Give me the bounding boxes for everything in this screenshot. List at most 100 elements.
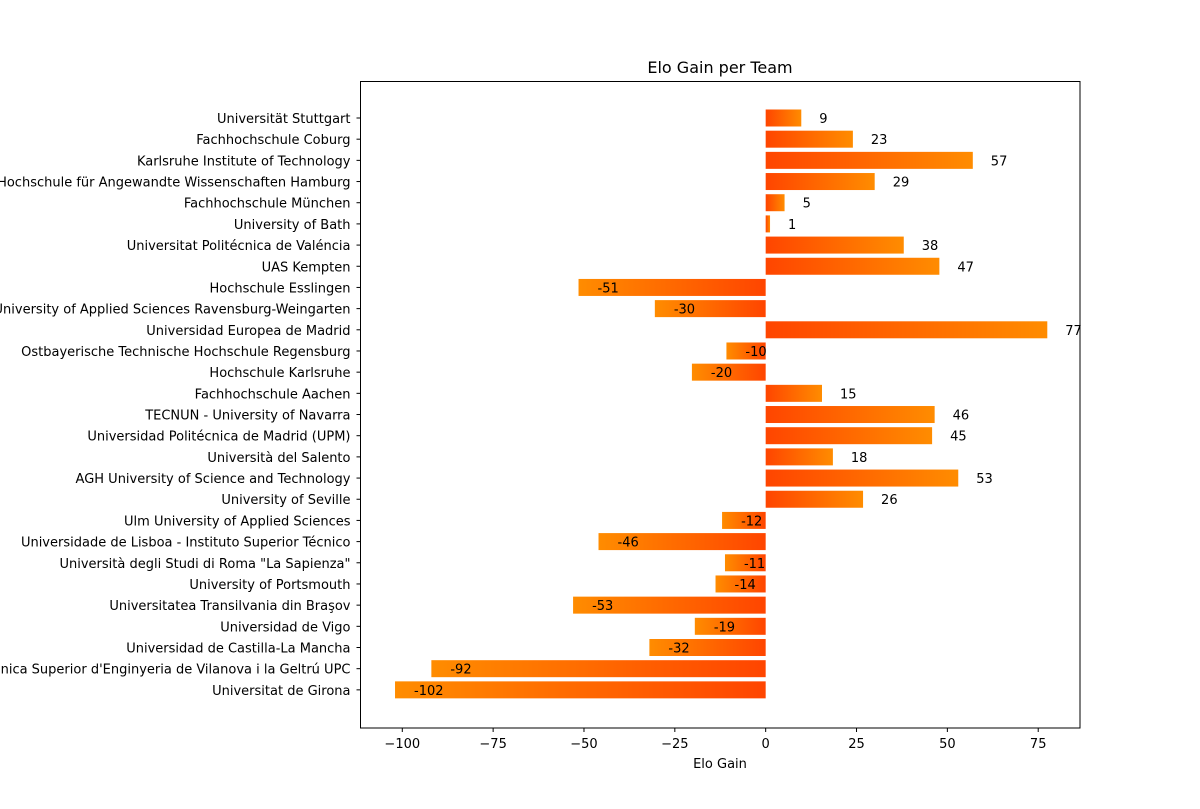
- bar: [431, 660, 766, 678]
- y-tick-label: Universidad Europea de Madrid: [146, 324, 350, 339]
- bar: [724, 554, 766, 572]
- bar-value-label: -20: [711, 366, 732, 381]
- y-tick-label: TECNUN - University of Navarra: [144, 409, 350, 424]
- bar: [654, 300, 766, 318]
- bar: [765, 236, 904, 254]
- bar-value-label: -19: [714, 620, 735, 635]
- x-tick-label: −75: [479, 737, 506, 752]
- y-tick-label: Fachhochschule Coburg: [196, 133, 350, 148]
- y-tick-label: AGH University of Science and Technology: [76, 472, 351, 487]
- x-tick-label: −25: [661, 737, 688, 752]
- y-tick-label: Universidade de Lisboa - Instituto Super…: [21, 536, 351, 551]
- x-axis-label: Elo Gain: [693, 757, 747, 772]
- x-tick-label: 75: [1030, 737, 1047, 752]
- bar-value-label: 18: [851, 451, 868, 466]
- bar-value-label: -102: [414, 684, 444, 699]
- chart-title: Elo Gain per Team: [647, 58, 792, 77]
- bar-value-label: -10: [745, 345, 766, 360]
- bar: [722, 511, 766, 529]
- y-tick-label: Hochschule Karlsruhe: [209, 366, 350, 381]
- bar-value-label: 23: [871, 133, 888, 148]
- bar: [765, 130, 853, 148]
- y-tick-label: University of Applied Sciences Ravensbur…: [0, 303, 351, 318]
- x-tick-label: 0: [762, 737, 770, 752]
- bar: [765, 448, 833, 466]
- bar: [765, 469, 959, 487]
- bar-value-label: -92: [450, 663, 471, 678]
- bar-value-label: 15: [840, 387, 857, 402]
- bar-value-label: 53: [976, 472, 993, 487]
- bar-value-label: 47: [957, 260, 974, 275]
- bar-labels-group: 9 23 57 29 51 38 47 -51 -30 77 -10 -20 15 46 45 18 53 26 -…: [414, 112, 1082, 699]
- y-tick-label: Hochschule für Angewandte Wissenschaften…: [0, 176, 351, 191]
- y-tick-label: Universidad de Castilla-La Mancha: [126, 642, 350, 657]
- bar-value-label: 1: [788, 218, 796, 233]
- y-tick-label: University of Bath: [234, 218, 351, 233]
- y-tick-label: Universidad de Vigo: [220, 620, 350, 635]
- bar: [765, 321, 1048, 339]
- bar: [765, 490, 864, 508]
- bar-value-label: 57: [991, 154, 1008, 169]
- y-tick-label: Università del Salento: [207, 451, 350, 466]
- bar-value-label: -53: [592, 599, 613, 614]
- x-tick-label: −50: [570, 737, 597, 752]
- bars-group: [395, 109, 1048, 699]
- bar-value-label: -46: [618, 536, 639, 551]
- bar: [765, 173, 875, 191]
- x-tick-label: −100: [384, 737, 420, 752]
- bar-value-label: 29: [893, 176, 910, 191]
- bar: [694, 617, 766, 635]
- bar-value-label: 77: [1065, 324, 1082, 339]
- bar-value-label: -32: [668, 642, 689, 657]
- bar-value-label: -30: [674, 303, 695, 318]
- y-tick-label: University of Portsmouth: [189, 578, 350, 593]
- plot-frame: [360, 81, 1081, 729]
- y-axis-ticks: Universität Stuttgart Fachhochschule Cobu…: [0, 112, 361, 699]
- bar-value-label: 46: [953, 409, 970, 424]
- bar: [765, 194, 785, 212]
- bar-value-label: 26: [881, 493, 898, 508]
- bar: [765, 151, 973, 169]
- bar-value-label: -11: [744, 557, 765, 572]
- y-tick-label: Universidad Politécnica de Madrid (UPM): [87, 430, 350, 445]
- x-tick-label: 25: [848, 737, 865, 752]
- y-tick-label: University of Seville: [221, 493, 350, 508]
- bar: [598, 533, 766, 551]
- bar: [649, 639, 766, 656]
- bar-value-label: 38: [922, 239, 939, 254]
- y-tick-label: Universität Stuttgart: [217, 112, 351, 127]
- bar-value-label: -51: [598, 281, 619, 296]
- y-tick-label: Universitat de Girona: [212, 684, 350, 699]
- bar-value-label: -12: [741, 514, 762, 529]
- bar: [578, 278, 766, 296]
- y-tick-label: Escola Tècnica Superior d'Enginyeria de …: [0, 663, 351, 678]
- bar-value-label: 9: [819, 112, 827, 127]
- y-tick-label: Karlsruhe Institute of Technology: [137, 154, 351, 169]
- bar: [765, 406, 935, 424]
- x-tick-label: 50: [939, 737, 956, 752]
- y-tick-label: Fachhochschule Aachen: [195, 387, 351, 402]
- y-tick-label: Universitat Politécnica de Valéncia: [127, 239, 351, 254]
- y-tick-label: Ostbayerische Technische Hochschule Rege…: [21, 345, 350, 360]
- y-tick-label: Università degli Studi di Roma "La Sapie…: [60, 557, 351, 572]
- bar: [765, 384, 822, 402]
- x-axis-ticks: −100 −75 −50 −25 0 25 50 75: [384, 728, 1046, 752]
- y-tick-label: Fachhochschule München: [184, 197, 351, 212]
- bar-value-label: 45: [950, 430, 967, 445]
- bar: [715, 575, 766, 593]
- bar: [765, 109, 802, 127]
- bar: [395, 681, 766, 699]
- bar: [765, 257, 940, 275]
- bar: [726, 342, 766, 360]
- bar: [573, 596, 766, 614]
- bar: [765, 215, 771, 233]
- y-tick-label: UAS Kempten: [262, 260, 351, 275]
- y-tick-label: Universitatea Transilvania din Braşov: [109, 599, 350, 614]
- y-tick-label: Hochschule Esslingen: [210, 281, 351, 296]
- bar: [765, 427, 933, 445]
- y-tick-label: Ulm University of Applied Sciences: [124, 514, 351, 529]
- bar-value-label: -14: [735, 578, 756, 593]
- bar-value-label: 5: [803, 197, 811, 212]
- bar: [691, 363, 766, 381]
